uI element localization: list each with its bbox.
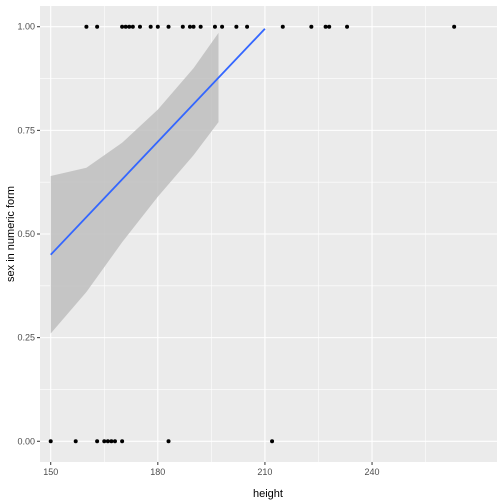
data-point (130, 24, 135, 29)
y-tick-label: 1.00 (17, 22, 35, 32)
y-tick-label: 0.00 (17, 436, 35, 446)
data-point (73, 439, 78, 444)
data-point (48, 439, 53, 444)
data-point (270, 439, 275, 444)
data-point (345, 24, 350, 29)
data-point (105, 439, 110, 444)
data-point (212, 24, 217, 29)
data-point (102, 439, 107, 444)
x-tick-label: 210 (257, 467, 272, 477)
y-axis-title: sex in numeric form (5, 186, 17, 282)
data-point (112, 439, 117, 444)
data-point (191, 24, 196, 29)
data-point (95, 24, 100, 29)
grid-major (40, 6, 497, 462)
x-axis-ticks: 150 180 210 240 (43, 462, 380, 477)
y-axis-ticks: 0.00 0.25 0.50 0.75 1.00 (17, 22, 40, 446)
data-points (48, 24, 457, 444)
data-point (137, 24, 142, 29)
data-point (327, 24, 332, 29)
data-point (280, 24, 285, 29)
data-point (120, 439, 125, 444)
x-axis-title: height (253, 488, 283, 500)
data-point (166, 24, 171, 29)
x-tick-label: 240 (365, 467, 380, 477)
y-tick-label: 0.25 (17, 333, 35, 343)
data-point (155, 24, 160, 29)
confidence-band (50, 32, 219, 334)
data-point (127, 24, 132, 29)
data-point (180, 24, 185, 29)
data-point (452, 24, 457, 29)
y-tick-label: 0.50 (17, 229, 35, 239)
x-tick-label: 150 (43, 467, 58, 477)
data-point (148, 24, 153, 29)
data-point (198, 24, 203, 29)
data-point (109, 439, 114, 444)
data-point (234, 24, 239, 29)
y-tick-label: 0.75 (17, 125, 35, 135)
data-point (187, 24, 192, 29)
x-tick-label: 180 (150, 467, 165, 477)
data-point (309, 24, 314, 29)
data-point (220, 24, 225, 29)
data-point (245, 24, 250, 29)
data-point (120, 24, 125, 29)
data-point (84, 24, 89, 29)
data-point (323, 24, 328, 29)
data-point (166, 439, 171, 444)
data-point (95, 439, 100, 444)
fit-line (50, 28, 266, 256)
data-point (123, 24, 128, 29)
